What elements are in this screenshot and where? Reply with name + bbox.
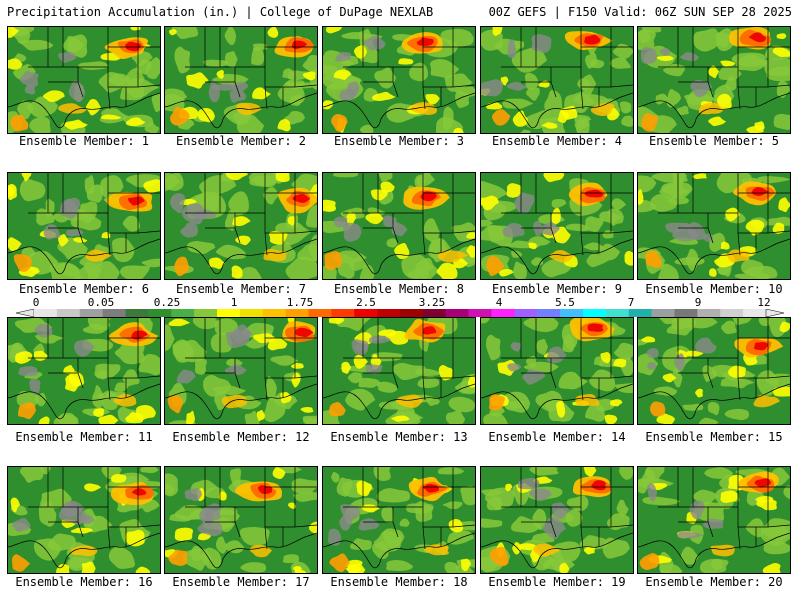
ensemble-member-map bbox=[164, 172, 318, 280]
ensemble-member-map bbox=[637, 26, 791, 134]
colorbar-tick-label: 7 bbox=[627, 296, 635, 309]
colorbar-swatch bbox=[377, 309, 401, 317]
colorbar-swatch bbox=[537, 309, 561, 317]
colorbar-swatch bbox=[354, 309, 378, 317]
colorbar-swatch bbox=[79, 309, 103, 317]
colorbar bbox=[0, 309, 800, 317]
colorbar-swatch bbox=[56, 309, 81, 317]
ensemble-member-label: Ensemble Member: 1 bbox=[18, 134, 150, 148]
colorbar-swatch bbox=[400, 309, 424, 317]
ensemble-member-map bbox=[164, 466, 318, 574]
ensemble-member-label: Ensemble Member: 5 bbox=[648, 134, 780, 148]
colorbar-swatch bbox=[239, 309, 264, 317]
ensemble-member-map bbox=[164, 317, 318, 425]
colorbar-tick-label: 12 bbox=[757, 296, 771, 309]
colorbar-swatch bbox=[262, 309, 286, 317]
ensemble-member-label: Ensemble Member: 17 bbox=[172, 575, 310, 589]
ensemble-member-label: Ensemble Member: 16 bbox=[15, 575, 153, 589]
colorbar-swatch bbox=[583, 309, 607, 317]
colorbar-swatch bbox=[605, 309, 630, 317]
colorbar-swatch bbox=[514, 309, 538, 317]
colorbar-swatch bbox=[285, 309, 309, 317]
ensemble-member-label: Ensemble Member: 9 bbox=[491, 282, 623, 296]
map-title: Precipitation Accumulation (in.) | Colle… bbox=[7, 5, 434, 19]
ensemble-member-map bbox=[7, 466, 161, 574]
ensemble-member-label: Ensemble Member: 8 bbox=[333, 282, 465, 296]
ensemble-member-map bbox=[480, 172, 634, 280]
ensemble-member-label: Ensemble Member: 3 bbox=[333, 134, 465, 148]
ensemble-member-map bbox=[322, 317, 476, 425]
colorbar-tick-label: 1 bbox=[230, 296, 238, 309]
colorbar-tick-label: 0.05 bbox=[87, 296, 115, 309]
ensemble-member-label: Ensemble Member: 11 bbox=[15, 430, 153, 444]
colorbar-swatch bbox=[194, 309, 218, 317]
ensemble-member-map bbox=[322, 172, 476, 280]
colorbar-tick-label: 0.25 bbox=[153, 296, 181, 309]
colorbar-swatch bbox=[148, 309, 172, 317]
colorbar-swatch bbox=[674, 309, 698, 317]
colorbar-swatch bbox=[697, 309, 721, 317]
ensemble-member-label: Ensemble Member: 6 bbox=[18, 282, 150, 296]
colorbar-swatch bbox=[445, 309, 469, 317]
colorbar-swatch bbox=[171, 309, 195, 317]
colorbar-swatch bbox=[560, 309, 584, 317]
ensemble-member-map bbox=[480, 317, 634, 425]
colorbar-swatch bbox=[331, 309, 355, 317]
colorbar-tick-label: 4 bbox=[495, 296, 503, 309]
ensemble-member-map bbox=[7, 317, 161, 425]
ensemble-member-map bbox=[322, 26, 476, 134]
ensemble-member-label: Ensemble Member: 10 bbox=[645, 282, 783, 296]
ensemble-member-map bbox=[637, 172, 791, 280]
ensemble-member-map bbox=[322, 466, 476, 574]
colorbar-tick-label: 5.5 bbox=[555, 296, 575, 309]
ensemble-member-label: Ensemble Member: 14 bbox=[488, 430, 626, 444]
ensemble-member-map bbox=[480, 466, 634, 574]
colorbar-tick-label: 0 bbox=[32, 296, 40, 309]
colorbar-swatch bbox=[491, 309, 515, 317]
ensemble-member-label: Ensemble Member: 7 bbox=[175, 282, 307, 296]
colorbar-swatch bbox=[125, 309, 149, 317]
colorbar-swatch bbox=[743, 309, 767, 317]
colorbar-tick-label: 1.75 bbox=[286, 296, 314, 309]
ensemble-member-map bbox=[637, 317, 791, 425]
ensemble-member-label: Ensemble Member: 15 bbox=[645, 430, 783, 444]
ensemble-member-map bbox=[7, 172, 161, 280]
ensemble-member-label: Ensemble Member: 19 bbox=[488, 575, 626, 589]
ensemble-member-label: Ensemble Member: 13 bbox=[330, 430, 468, 444]
ensemble-member-label: Ensemble Member: 18 bbox=[330, 575, 468, 589]
colorbar-swatch bbox=[308, 309, 332, 317]
colorbar-swatch bbox=[651, 309, 675, 317]
colorbar-tick-label: 2.5 bbox=[356, 296, 376, 309]
colorbar-swatch bbox=[628, 309, 652, 317]
colorbar-swatch bbox=[217, 309, 241, 317]
colorbar-swatch bbox=[102, 309, 126, 317]
model-run-info: 00Z GEFS | F150 Valid: 06Z SUN SEP 28 20… bbox=[488, 5, 792, 19]
ensemble-member-label: Ensemble Member: 20 bbox=[645, 575, 783, 589]
ensemble-member-label: Ensemble Member: 4 bbox=[491, 134, 623, 148]
colorbar-swatch bbox=[34, 309, 58, 317]
colorbar-swatch bbox=[468, 309, 492, 317]
ensemble-member-map bbox=[164, 26, 318, 134]
ensemble-member-map bbox=[7, 26, 161, 134]
colorbar-swatch bbox=[720, 309, 744, 317]
colorbar-tick-label: 9 bbox=[694, 296, 702, 309]
colorbar-tick-label: 3.25 bbox=[418, 296, 446, 309]
ensemble-member-label: Ensemble Member: 2 bbox=[175, 134, 307, 148]
ensemble-member-label: Ensemble Member: 12 bbox=[172, 430, 310, 444]
colorbar-swatch bbox=[422, 309, 447, 317]
ensemble-member-map bbox=[480, 26, 634, 134]
ensemble-member-map bbox=[637, 466, 791, 574]
